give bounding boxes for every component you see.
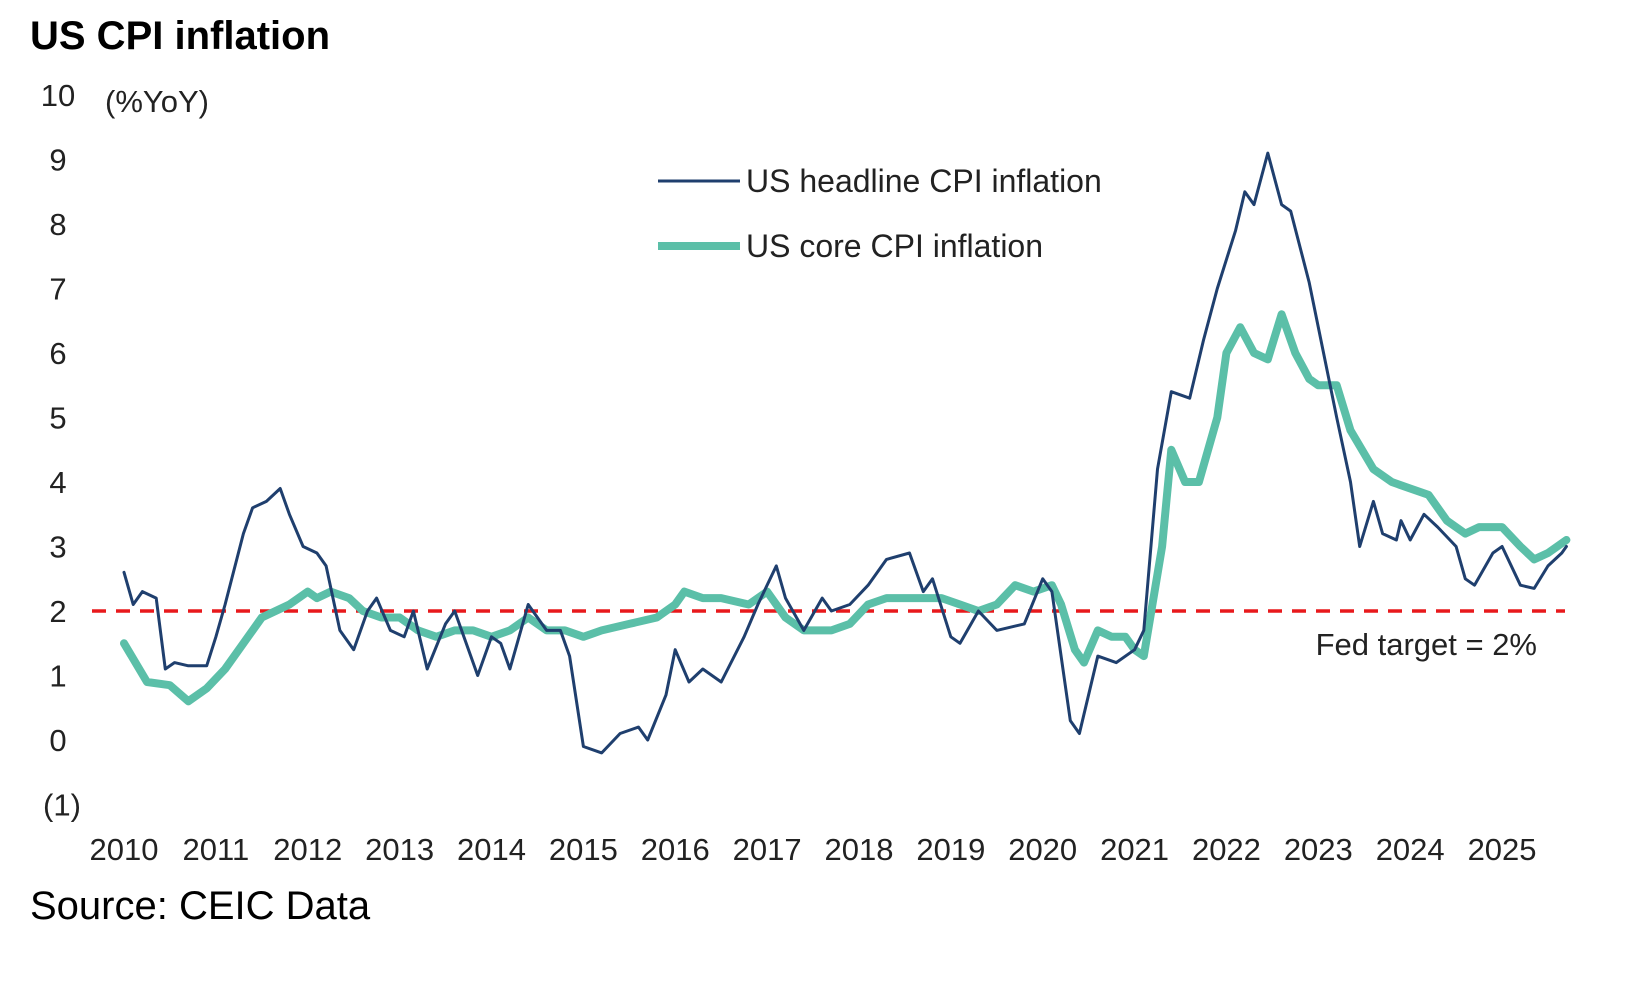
source-note: Source: CEIC Data [30, 884, 371, 928]
x-tick-label: 2010 [90, 832, 159, 867]
x-tick-label: 2012 [273, 832, 342, 867]
fed-target-label: Fed target = 2% [1316, 627, 1537, 662]
y-tick-label: 5 [49, 401, 66, 436]
y-tick-label: 6 [49, 336, 66, 371]
y-tick-label: 7 [49, 272, 66, 307]
x-tick-label: 2019 [916, 832, 985, 867]
x-tick-label: 2011 [183, 832, 250, 867]
x-axis-ticks: 2010 2011 2012 2013 2014 2015 2016 2017 2018 2019… [90, 832, 1537, 867]
y-tick-label: 2 [49, 594, 66, 629]
x-tick-label: 2017 [733, 832, 802, 867]
x-tick-label: 2013 [365, 832, 434, 867]
legend-label-core: US core CPI inflation [746, 228, 1043, 264]
y-tick-label: 9 [49, 143, 66, 178]
x-tick-label: 2016 [641, 832, 710, 867]
y-tick-label: 1 [49, 659, 66, 694]
x-tick-label: 2015 [549, 832, 618, 867]
legend: US headline CPI inflation US core CPI in… [658, 163, 1102, 264]
series-line-core-cpi [120, 310, 1571, 706]
x-tick-label: 2022 [1192, 832, 1261, 867]
chart-title: US CPI inflation [30, 14, 330, 58]
y-tick-label: 0 [49, 723, 66, 758]
x-tick-label: 2024 [1376, 832, 1445, 867]
x-tick-label: 2018 [824, 832, 893, 867]
series-line-headline-cpi [122, 151, 1568, 755]
y-axis-label: (%YoY) [105, 84, 209, 119]
x-tick-label: 2025 [1468, 832, 1537, 867]
y-tick-label: 3 [49, 530, 66, 565]
y-tick-label: 10 [41, 78, 75, 113]
x-tick-label: 2020 [1008, 832, 1077, 867]
x-tick-label: 2014 [457, 832, 526, 867]
x-tick-label: 2023 [1284, 832, 1353, 867]
series-lines [120, 151, 1571, 755]
legend-label-headline: US headline CPI inflation [746, 163, 1102, 199]
y-tick-label: 8 [49, 207, 66, 242]
y-tick-label: 4 [49, 465, 66, 500]
x-tick-label: 2021 [1100, 832, 1169, 867]
y-axis-ticks: (1) 0 1 2 3 4 5 6 7 8 9 10 [41, 78, 81, 823]
y-tick-label: (1) [43, 788, 81, 823]
